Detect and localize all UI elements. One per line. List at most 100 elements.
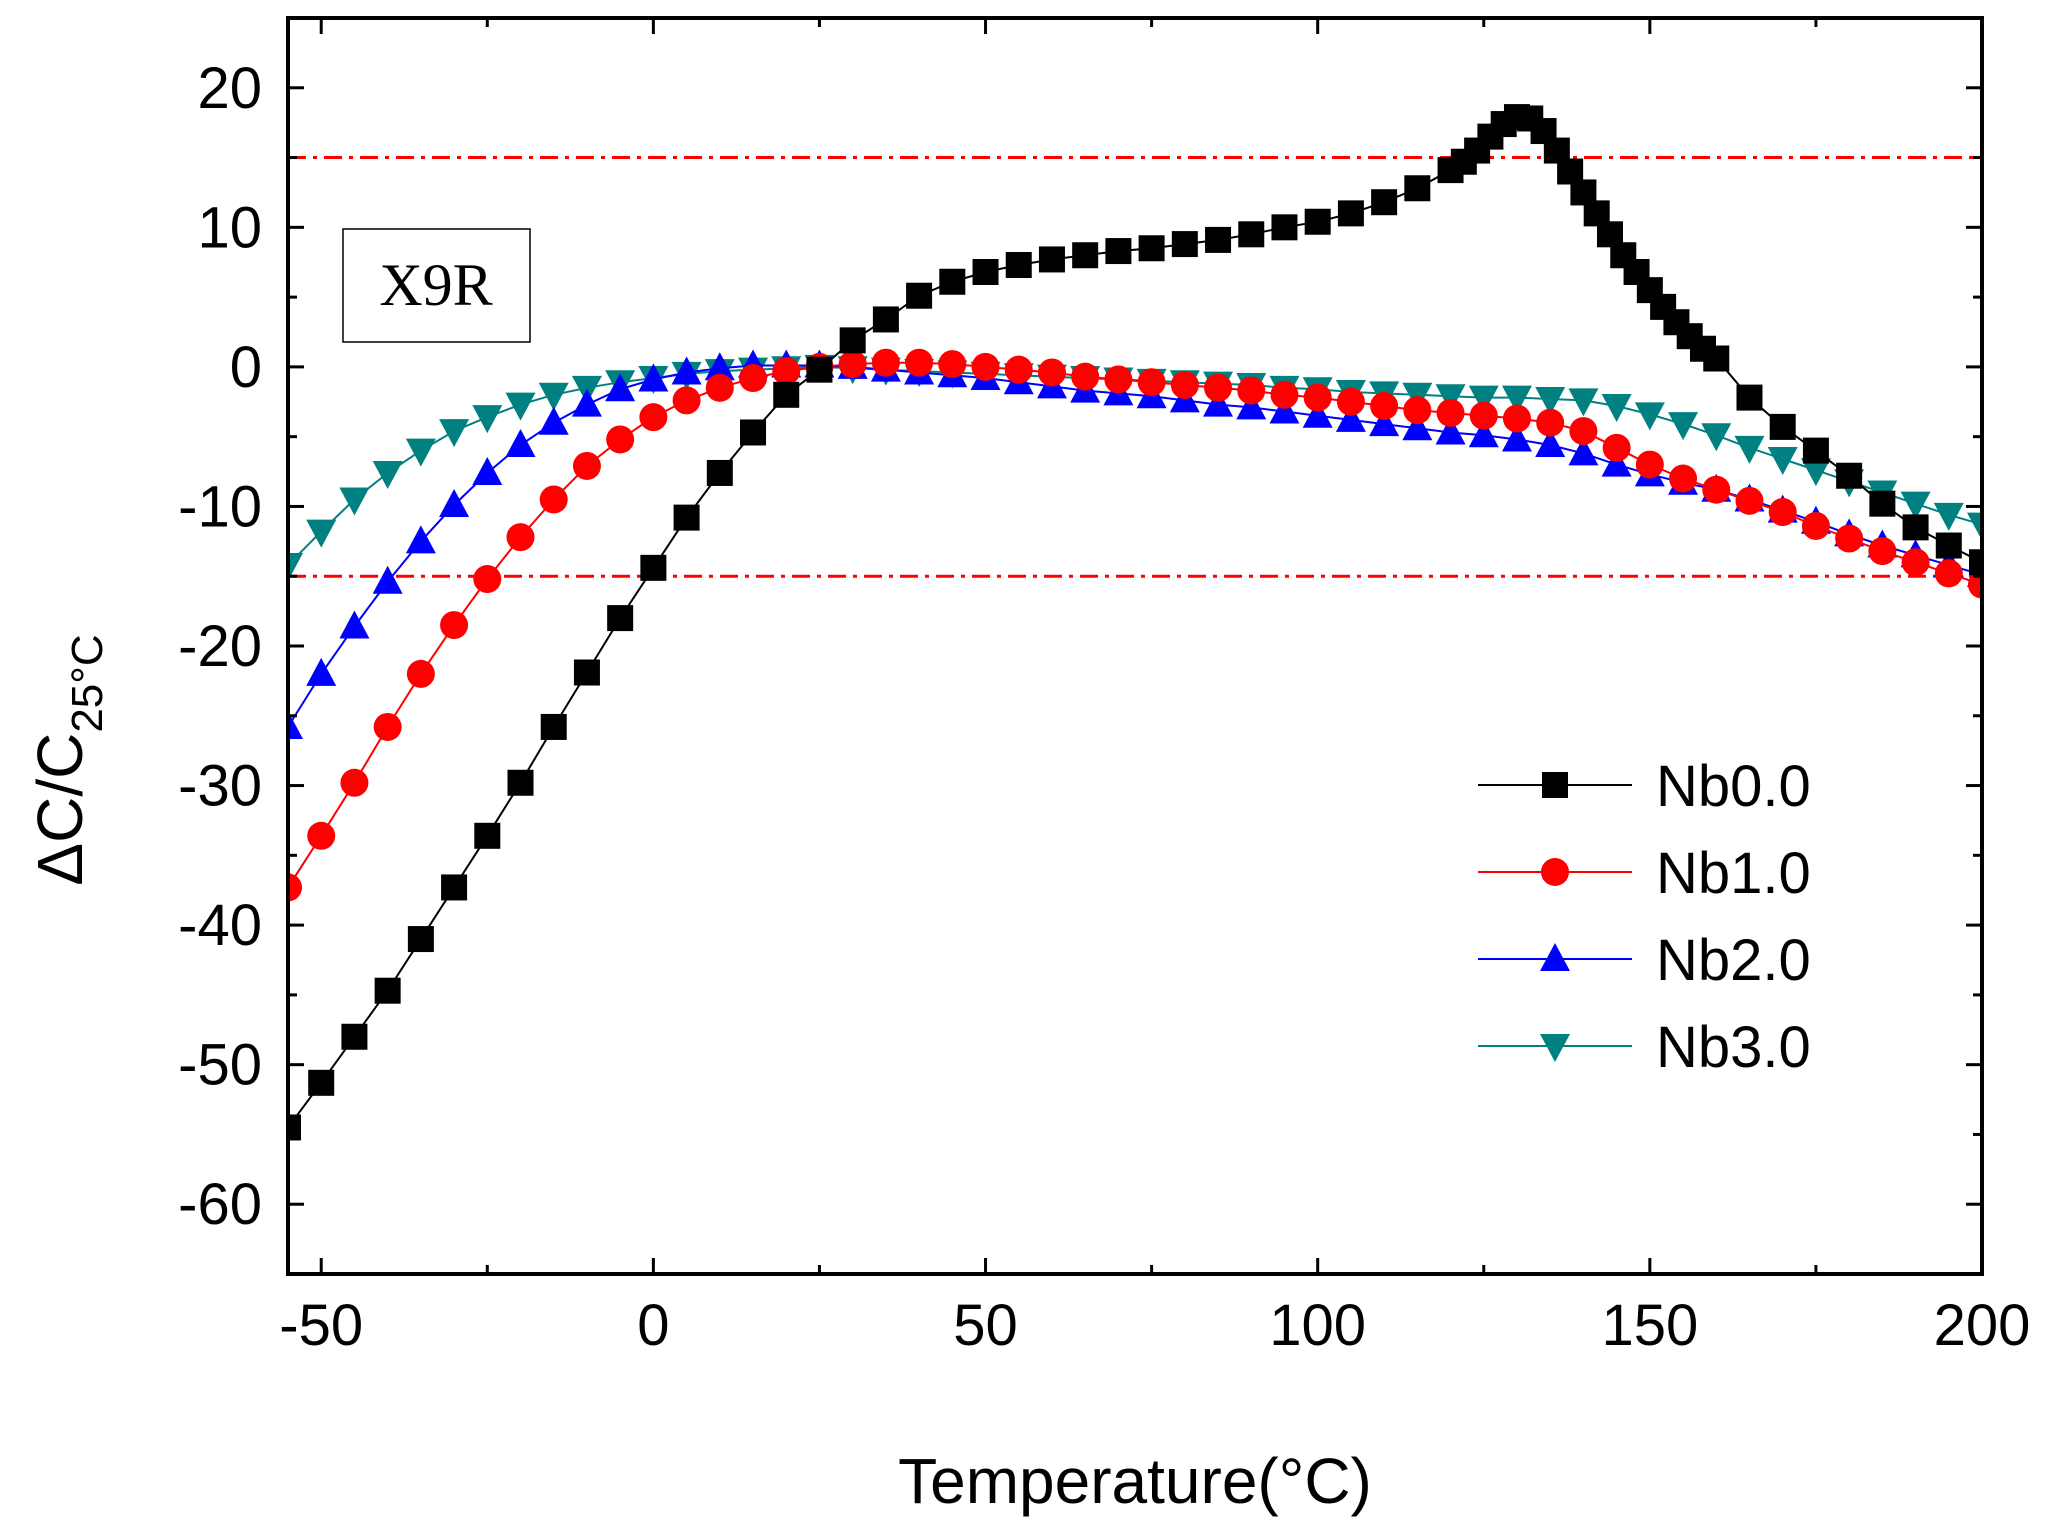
data-point [1370,391,1399,420]
limit-lines [288,156,1982,578]
legend-marker [1540,1034,1570,1062]
data-point [1934,559,1963,588]
data-point [505,392,536,421]
series-line [288,365,1982,566]
legend-marker [1542,772,1568,798]
data-point [1270,380,1299,409]
series-Nb0.0 [288,104,1982,1141]
data-point [572,451,601,480]
data-point [1735,486,1764,515]
x-tick-label: 0 [637,1293,669,1358]
data-point [339,487,370,516]
data-point [1569,417,1598,446]
data-point [288,710,303,739]
data-point [1568,388,1599,417]
data-point [1435,384,1466,413]
data-point [373,712,402,741]
legend-label: Nb2.0 [1656,928,1811,993]
data-point [306,657,337,686]
data-point [1403,396,1432,425]
y-tick-label: -20 [178,614,262,679]
data-point [1902,514,1929,541]
data-point [506,523,535,552]
data-point [872,306,899,333]
legend-label: Nb3.0 [1656,1015,1811,1080]
data-point [905,348,934,377]
data-point [1768,498,1797,527]
data-point [1105,238,1132,265]
data-point [1801,511,1830,540]
annotation-text: X9R [379,252,492,318]
data-point [372,565,403,594]
data-point [473,565,502,594]
data-point [706,459,733,486]
data-point [1072,242,1099,269]
data-point [1736,384,1763,411]
data-point [1303,383,1332,412]
data-point [1802,437,1829,464]
data-point [1668,412,1699,441]
data-point [1869,490,1896,517]
x-tick-label: 100 [1269,1293,1366,1358]
data-point [1734,435,1765,464]
x-tick-labels: -50 0 50 100 150 200 [279,1293,2030,1358]
data-point [638,363,669,392]
data-point [639,403,668,432]
legend-item-Nb2.0: Nb2.0 [1478,928,1811,993]
data-point [1702,475,1731,504]
data-point [1436,398,1465,427]
data-point [1137,368,1166,397]
data-point [1601,448,1632,477]
data-point [838,350,867,379]
data-point [1005,252,1032,279]
data-point [288,873,302,902]
y-tick-label: -50 [178,1033,262,1098]
legend-item-Nb1.0: Nb1.0 [1478,841,1811,906]
data-point [1769,413,1796,440]
data-point [407,926,434,953]
data-point [472,456,503,485]
series-layer [288,104,1982,1141]
data-point [1568,437,1599,466]
legend-item-Nb0.0: Nb0.0 [1478,754,1811,819]
data-point [971,352,1000,381]
data-point [704,352,735,381]
legend-marker [1540,943,1570,971]
series-line [288,361,1982,888]
data-point [1269,395,1300,424]
x-axis-title: Temperature(°C) [898,1445,1372,1517]
data-point [405,525,436,554]
data-point [1302,399,1333,428]
data-point [1900,491,1931,520]
data-point [538,406,569,435]
data-point [806,356,833,383]
data-point [1336,387,1365,416]
data-point [472,405,503,434]
y-tick-label: 20 [197,56,262,121]
data-point [1502,404,1531,433]
y-tick-label: -40 [178,893,262,958]
y-tick-label: 0 [230,335,262,400]
data-point [1901,548,1930,577]
legend-label: Nb1.0 [1656,841,1811,906]
ticks [288,18,1984,1274]
data-point [1933,502,1964,531]
data-point [1037,358,1066,387]
series-line [288,364,1982,728]
data-point [1535,386,1566,415]
data-point [1236,391,1267,420]
data-point [1004,355,1033,384]
data-point [1969,549,1982,576]
data-point [1800,458,1831,487]
data-point [306,519,337,548]
data-point [1468,419,1499,448]
data-point [374,977,401,1004]
data-point [307,821,336,850]
legend-item-Nb3.0: Nb3.0 [1478,1015,1811,1080]
data-point [405,438,436,467]
data-point [440,611,469,640]
y-axis-title: ΔC/C25°C [24,634,112,885]
data-point [1501,385,1532,414]
data-point [1170,371,1199,400]
